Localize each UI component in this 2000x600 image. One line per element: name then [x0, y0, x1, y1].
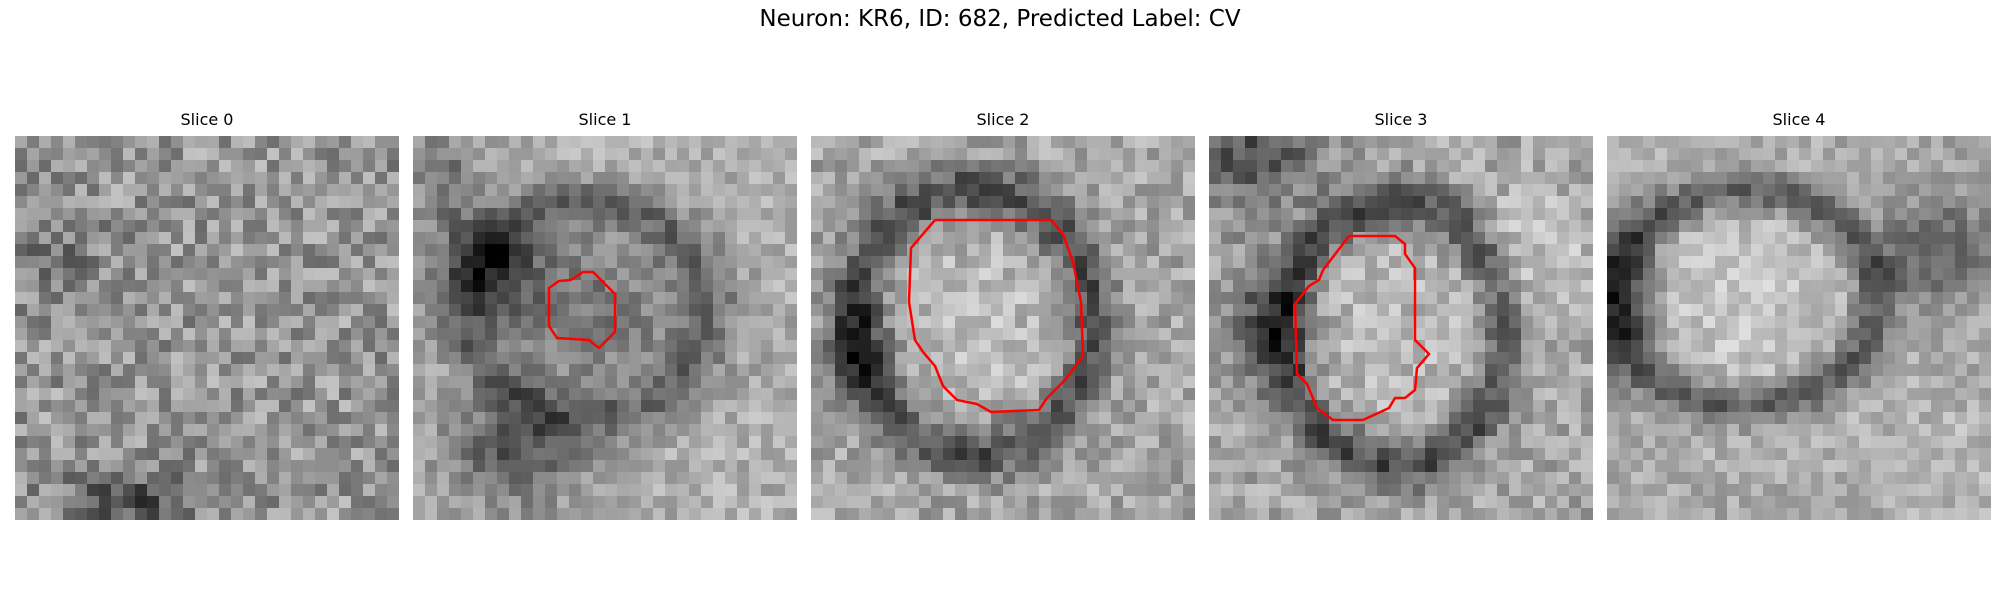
slice-title-4: Slice 4: [1772, 110, 1826, 129]
slice-title-2: Slice 2: [976, 110, 1030, 129]
slice-image-0: [15, 136, 399, 520]
slice-image-2: [811, 136, 1195, 520]
slice-panel-0: Slice 0: [15, 110, 399, 520]
slice-1-pixels: [413, 136, 797, 520]
slice-title-3: Slice 3: [1374, 110, 1428, 129]
slice-title-1: Slice 1: [578, 110, 632, 129]
slice-1-contour-overlay: [547, 270, 617, 350]
slice-image-1: [413, 136, 797, 520]
segmentation-contour: [1293, 234, 1431, 422]
slice-panel-2: Slice 2: [811, 110, 1195, 520]
slice-title-0: Slice 0: [180, 110, 234, 129]
segmentation-contour: [907, 218, 1085, 414]
slice-3-pixels: [1209, 136, 1593, 520]
slice-image-4: [1607, 136, 1991, 520]
slice-image-3: [1209, 136, 1593, 520]
slice-2-pixels: [811, 136, 1195, 520]
slice-2-contour-overlay: [907, 218, 1085, 414]
slice-panel-3: Slice 3: [1209, 110, 1593, 520]
segmentation-contour: [547, 270, 617, 350]
slice-4-pixels: [1607, 136, 1991, 520]
slice-0-pixels: [15, 136, 399, 520]
slice-3-contour-overlay: [1293, 234, 1431, 422]
figure-title: Neuron: KR6, ID: 682, Predicted Label: C…: [759, 6, 1241, 32]
slice-panel-4: Slice 4: [1607, 110, 1991, 520]
slice-panel-1: Slice 1: [413, 110, 797, 520]
